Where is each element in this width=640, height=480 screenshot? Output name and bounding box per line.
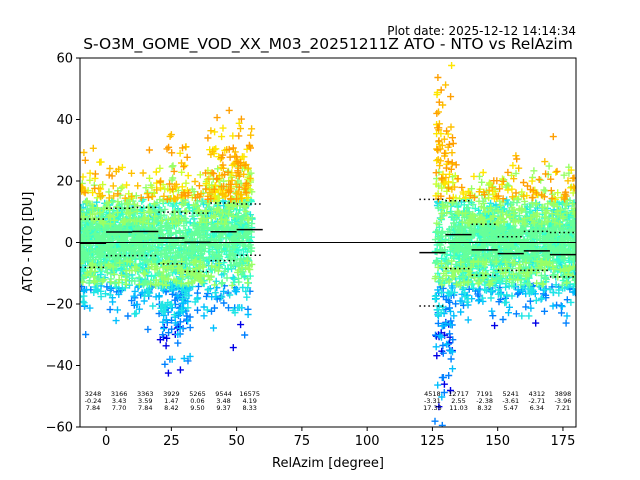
bin-stat-std: 11.03 [449,404,468,412]
bin-stat-std: 17.35 [423,404,442,412]
bin-stat-mean: 4.19 [242,397,256,405]
statistics-overlay [80,198,576,307]
bin-stat-std: 9.37 [216,404,230,412]
y-tick-label: 60 [56,52,73,67]
bin-stat-count: 12717 [448,390,469,398]
bin-stat-mean: -2.38 [476,397,493,405]
y-tick-label: −40 [46,359,73,374]
bin-stat-mean: 0.06 [190,397,204,405]
x-tick-label: 100 [355,434,380,449]
bin-stat-std: 8.33 [242,404,256,412]
bin-stat-mean: 3.59 [138,397,152,405]
y-axis-label: ATO - NTO [DU] [21,192,36,293]
bin-statistics: 3248-0.247.8431663.437.7033633.597.84392… [85,390,572,412]
bin-stat-mean: -2.71 [528,397,545,405]
chart-title: S-O3M_GOME_VOD_XX_M03_20251211Z ATO - NT… [83,35,573,54]
x-axis-label: RelAzim [degree] [272,456,384,471]
bin-stat-std: 8.42 [164,404,178,412]
bin-stat-std: 7.70 [112,404,126,412]
bin-stat-std: 7.84 [138,404,152,412]
bin-stat-mean: -0.24 [85,397,102,405]
bin-stat-std: 5.47 [503,404,517,412]
bin-stat-count: 5265 [189,390,206,398]
bin-stat-mean: -3.61 [502,397,519,405]
bin-stat-std: 7.21 [556,404,570,412]
x-tick-label: 50 [228,434,245,449]
bin-stat-mean: -3.31 [424,397,441,405]
bin-stat-mean: 3.48 [216,397,230,405]
bin-stat-count: 4312 [529,390,546,398]
x-tick-label: 0 [102,434,110,449]
bin-stat-count: 16575 [239,390,260,398]
bin-stat-std: 7.84 [86,404,100,412]
x-tick-label: 175 [551,434,576,449]
bin-stat-count: 3363 [137,390,154,398]
bin-stat-count: 7191 [476,390,493,398]
bin-stat-count: 9544 [215,390,232,398]
bin-stat-count: 3248 [85,390,102,398]
bin-stat-mean: 1.47 [164,397,178,405]
bin-stat-count: 5241 [502,390,519,398]
y-tick-label: −20 [46,298,73,313]
y-tick-label: 40 [56,113,73,128]
x-tick-label: 125 [420,434,445,449]
y-tick-label: 20 [56,175,73,190]
bin-stat-count: 3898 [555,390,572,398]
x-tick-label: 25 [163,434,180,449]
bin-stat-mean: 2.55 [451,397,465,405]
x-tick-label: 150 [485,434,510,449]
bin-stat-count: 3929 [163,390,180,398]
bin-stat-mean: -3.96 [555,397,572,405]
bin-stat-std: 8.32 [477,404,491,412]
bin-stat-std: 9.50 [190,404,204,412]
y-tick-label: −60 [46,421,73,436]
x-tick-label: 75 [294,434,311,449]
bin-stat-std: 6.34 [530,404,544,412]
data-points [80,62,576,427]
y-axis-ticks: −60 −40 −20 0 20 40 60 [46,52,80,436]
plot-date: Plot date: 2025-12-12 14:14:34 [387,24,576,38]
bin-stat-mean: 3.43 [112,397,126,405]
bin-stat-count: 3166 [111,390,128,398]
bin-stat-count: 4518 [424,390,441,398]
point-series [81,74,576,203]
y-tick-label: 0 [65,236,73,251]
x-axis-ticks: 0 25 50 75 100 125 150 175 [102,427,575,449]
